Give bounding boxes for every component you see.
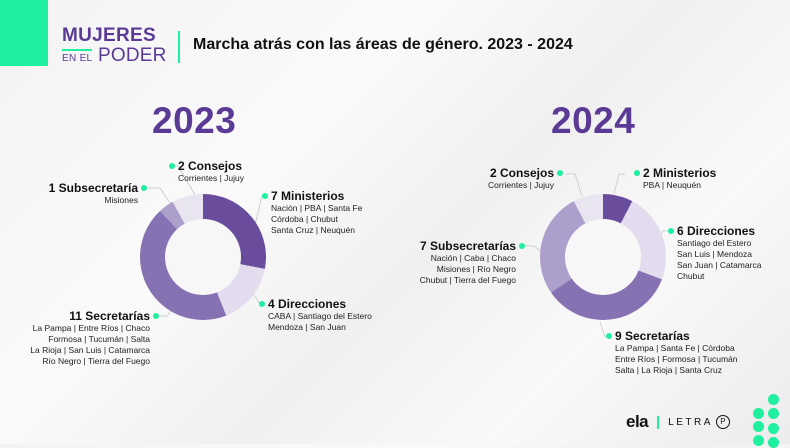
green-corner-block	[0, 0, 48, 66]
mujeres-en-el-poder-logo: MUJERES EN EL PODER	[62, 26, 167, 66]
logo-line2b: PODER	[98, 45, 167, 66]
bullet-dot-icon	[557, 169, 563, 176]
label-2023-ministerios: 7 Ministerios Nación | PBA | Santa Fe Có…	[259, 189, 362, 236]
bullet-dot-icon	[519, 242, 525, 249]
year-2023-heading: 2023	[152, 100, 237, 141]
decorative-dot-icon	[753, 421, 764, 432]
decorative-dot-icon	[768, 423, 779, 434]
label-2024-secretarias: 9 Secretarías La Pampa | Santa Fe | Córd…	[603, 329, 738, 376]
decorative-dot-icon	[753, 435, 764, 446]
bullet-dot-icon	[668, 227, 674, 234]
label-2023-secretarias: 11 Secretarías La Pampa | Entre Ríos | C…	[30, 309, 162, 367]
bullet-dot-icon	[262, 192, 268, 199]
bullet-dot-icon	[259, 300, 265, 307]
bullet-dot-icon	[141, 184, 147, 191]
label-2024-consejos: 2 Consejos Corrientes | Jujuy	[488, 166, 566, 191]
label-2023-consejos: 2 Consejos Corrientes | Jujuy	[166, 159, 244, 184]
footer-logos: ela LETRA P	[626, 412, 730, 432]
decorative-dot-icon	[768, 394, 779, 405]
bullet-dot-icon	[606, 332, 612, 339]
bullet-dot-icon	[634, 169, 640, 176]
donut-chart-2024	[540, 194, 666, 320]
letra-p-logo: LETRA	[668, 416, 713, 428]
decorative-dot-icon	[768, 408, 779, 419]
decorative-dot-icon	[753, 408, 764, 419]
footer-divider	[657, 415, 660, 429]
label-2024-direcciones: 6 Direcciones Santiago del Estero San Lu…	[665, 224, 761, 282]
donut-chart-2023	[140, 194, 266, 320]
ela-logo: ela	[626, 412, 649, 431]
bullet-dot-icon	[153, 312, 159, 319]
bullet-dot-icon	[169, 162, 175, 169]
letra-p-circle-icon: P	[715, 415, 730, 429]
logo-line2a: EN EL	[62, 49, 93, 66]
header-divider	[178, 31, 180, 63]
year-2024-heading: 2024	[551, 100, 636, 141]
label-2024-ministerios: 2 Ministerios PBA | Neuquén	[631, 166, 716, 191]
logo-line1: MUJERES	[62, 25, 156, 46]
label-2024-subsecretarias: 7 Subsecretarías Nación | Caba | Chaco M…	[420, 239, 528, 286]
label-2023-subsecretaria: 1 Subsecretaría Misiones	[49, 181, 150, 206]
decorative-dot-icon	[768, 437, 779, 448]
page-title: Marcha atrás con las áreas de género. 20…	[193, 36, 573, 53]
label-2023-direcciones: 4 Direcciones CABA | Santiago del Estero…	[256, 297, 372, 333]
